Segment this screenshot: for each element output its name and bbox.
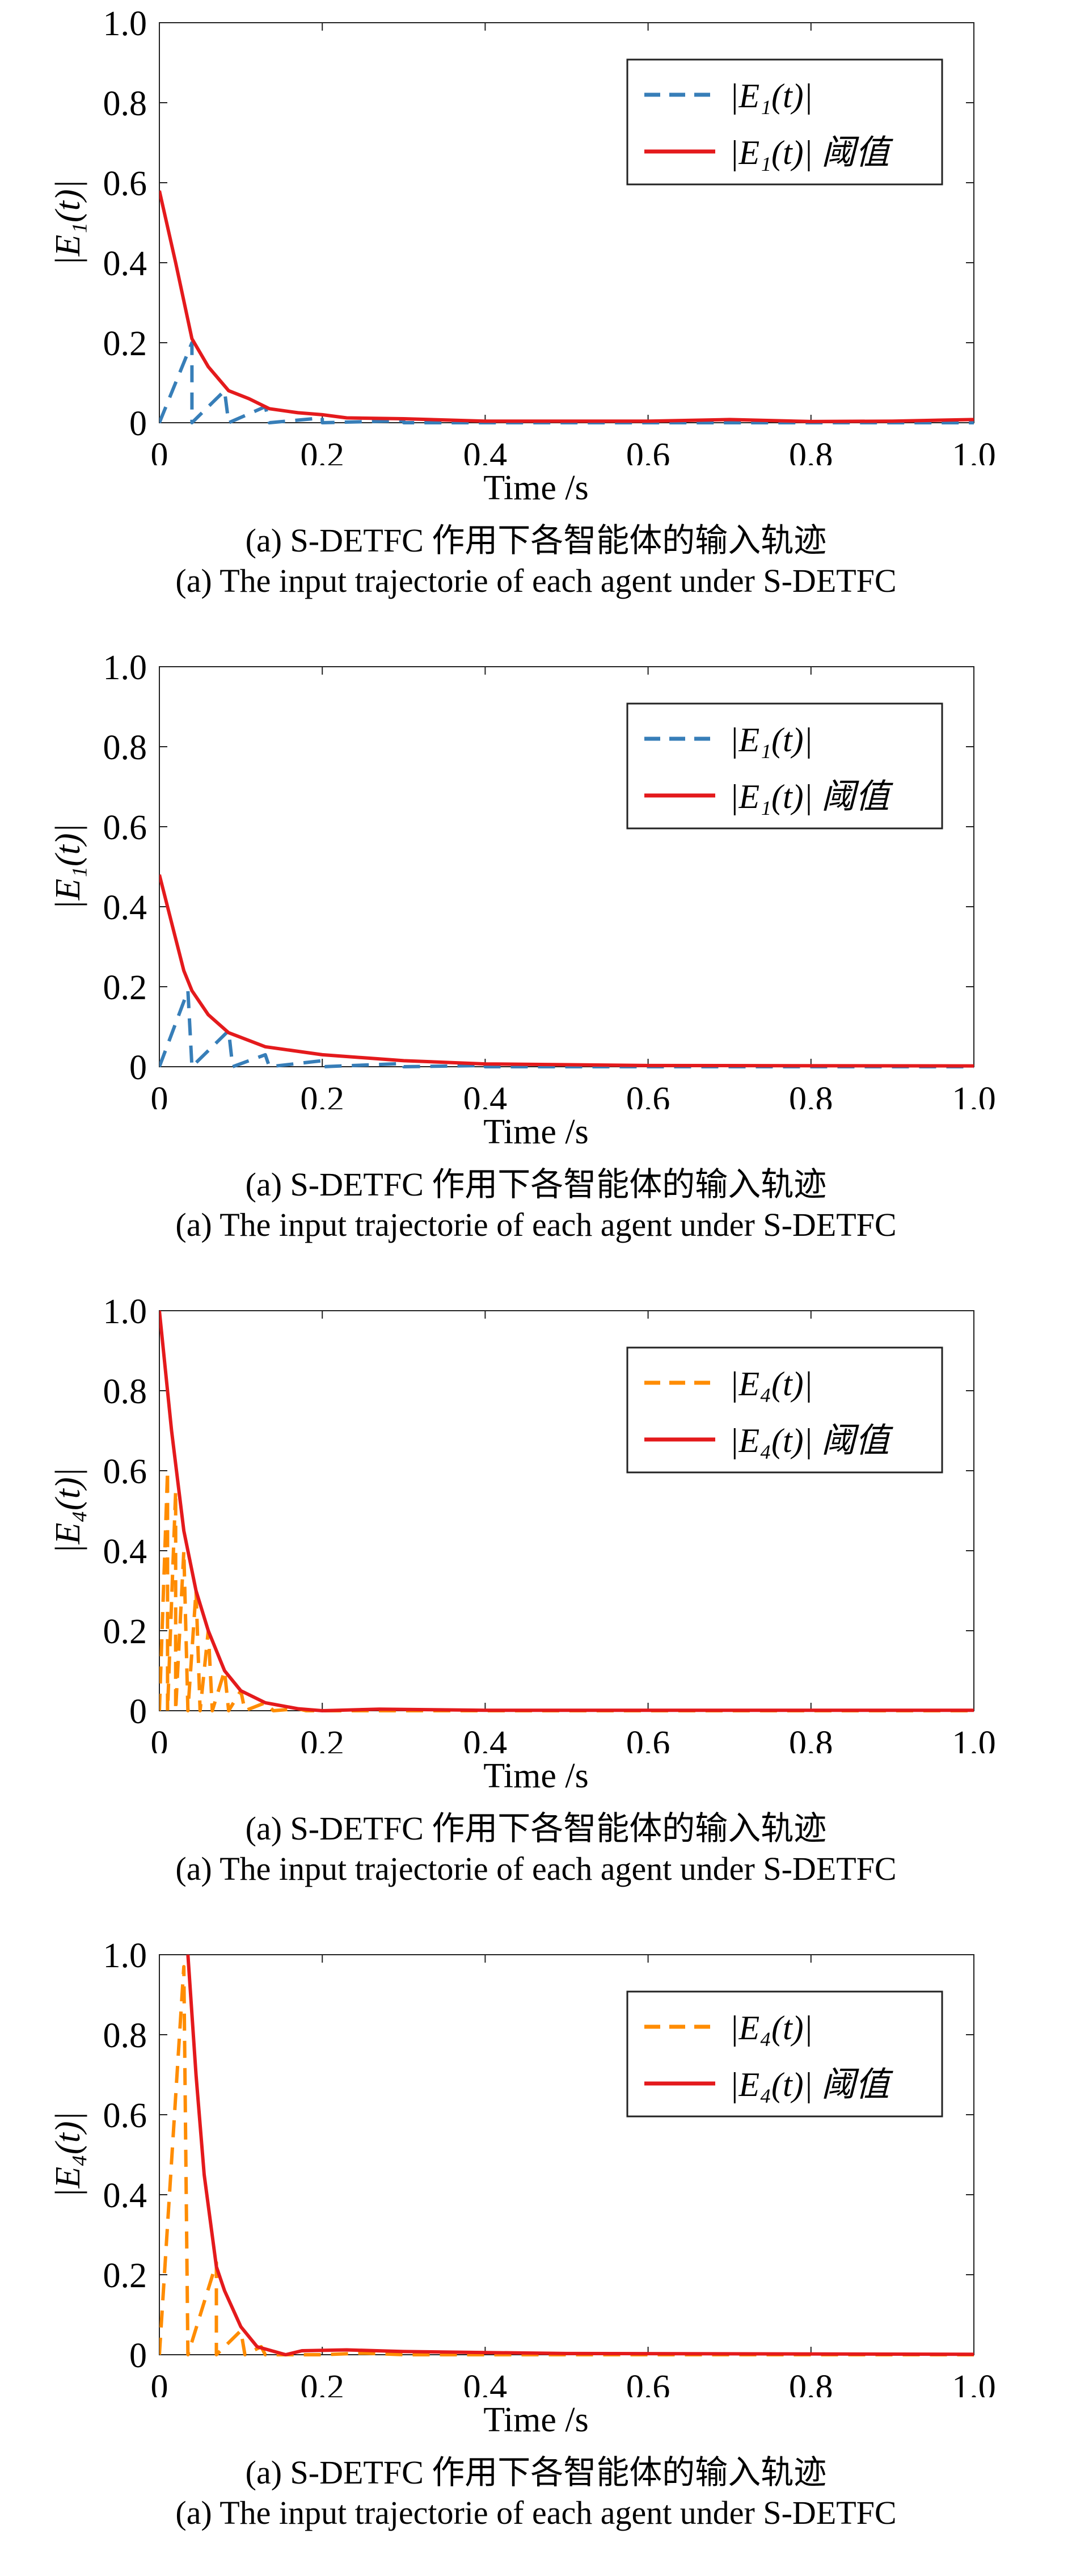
x-axis-label: Time /s (483, 1113, 589, 1151)
y-tick-label: 0 (129, 2337, 147, 2375)
caption-en: (a) The input trajectorie of each agent … (175, 562, 897, 599)
chart-svg: 0 0.2 0.4 0.6 0.8 1.000.20.40.60.81.0|E₁(t)||… (49, 649, 996, 1109)
legend-label: |E₁(t)| 阈值 (729, 778, 893, 815)
error-series-line (159, 1469, 974, 1712)
legend-label: |E₄(t)| 阈值 (729, 2066, 893, 2103)
y-tick-label: 1.0 (103, 1937, 147, 1975)
threshold-series-line (186, 1954, 974, 2356)
chart-svg: 0 0.2 0.4 0.6 0.8 1.000.20.40.60.81.0|E₄(t)||… (49, 1293, 996, 1753)
chart-panel-3: 0 0.2 0.4 0.6 0.8 1.0 0 0.2 0.4 0.6 0.8 1.0 |E₄(t)| |… (0, 1288, 1072, 1932)
y-tick-label: 1.0 (103, 1293, 147, 1331)
legend-label: |E₁(t)| 阈值 (729, 134, 893, 171)
chart-panel-1: 0 0.2 0.4 0.6 0.8 1.0 0 0.2 0.4 0.6 0.8 1.0 |E₁(t)| |… (0, 0, 1072, 644)
chart-panel-2: 0 0.2 0.4 0.6 0.8 1.0 0 0.2 0.4 0.6 0.8 1.0 |E₁(t)| |… (0, 644, 1072, 1288)
x-tick-label: 0.6 (626, 436, 670, 465)
y-axis-label: |E₄(t)| (49, 1467, 87, 1554)
y-tick-label: 0.6 (103, 165, 147, 203)
y-tick-label: 0.8 (103, 85, 147, 123)
legend: |E₁(t)| |E₁(t)| 阈值 (626, 58, 943, 186)
x-tick-label: 1.0 (952, 436, 996, 465)
x-tick-label: 0.6 (626, 2368, 670, 2397)
chart-panel-4: 0 0.2 0.4 0.6 0.8 1.0 0 0.2 0.4 0.6 0.8 1.0 |E₄(t)| |… (0, 1932, 1072, 2576)
legend: |E₁(t)| |E₁(t)| 阈值 (626, 702, 943, 830)
x-tick-label: 0.6 (626, 1080, 670, 1109)
x-tick-label: 0.8 (789, 1080, 833, 1109)
error-series-line (159, 989, 974, 1068)
x-tick-label: 0.6 (626, 1724, 670, 1753)
x-tick-label: 0.8 (789, 1724, 833, 1753)
error-series-line (159, 341, 974, 424)
y-tick-label: 0.4 (103, 889, 147, 927)
y-axis-label: |E₁(t)| (49, 823, 87, 910)
caption-cn: (a) S-DETFC 作用下各智能体的输入轨迹 (245, 522, 827, 559)
caption-en: (a) The input trajectorie of each agent … (175, 2494, 897, 2531)
y-tick-label: 0.2 (103, 969, 147, 1007)
y-tick-label: 0.4 (103, 245, 147, 283)
legend-label: |E₁(t)| (729, 721, 813, 759)
legend: |E₄(t)| |E₄(t)| 阈值 (626, 1990, 943, 2118)
x-tick-label: 0.2 (300, 436, 344, 465)
y-tick-label: 0.8 (103, 1373, 147, 1411)
y-tick-label: 0 (129, 1049, 147, 1087)
x-tick-label: 0.4 (463, 2368, 508, 2397)
y-tick-label: 0 (129, 405, 147, 443)
y-tick-label: 0.6 (103, 809, 147, 847)
legend-box (626, 1990, 943, 2118)
x-tick-label: 0.4 (463, 436, 508, 465)
caption-cn: (a) S-DETFC 作用下各智能体的输入轨迹 (245, 2454, 827, 2491)
legend-box (626, 702, 943, 830)
legend-label: |E₄(t)| (729, 2009, 813, 2047)
y-axis-label: |E₄(t)| (49, 2111, 87, 2198)
chart-svg: 0 0.2 0.4 0.6 0.8 1.000.20.40.60.81.0|E₄(t)||… (49, 1937, 996, 2397)
x-tick-label: 1.0 (952, 1724, 996, 1753)
threshold-series-line (159, 874, 974, 1068)
caption-cn: (a) S-DETFC 作用下各智能体的输入轨迹 (245, 1166, 827, 1203)
y-tick-label: 0.8 (103, 729, 147, 767)
x-tick-label: 0.8 (789, 436, 833, 465)
x-tick-label: 0.2 (300, 2368, 344, 2397)
x-tick-label: 0.4 (463, 1724, 508, 1753)
x-tick-label: 0 (151, 436, 168, 465)
y-tick-label: 0.8 (103, 2017, 147, 2055)
x-tick-label: 1.0 (952, 1080, 996, 1109)
x-tick-label: 0.2 (300, 1724, 344, 1753)
x-tick-label: 0.2 (300, 1080, 344, 1109)
y-tick-label: 1.0 (103, 649, 147, 687)
y-tick-label: 0.6 (103, 1453, 147, 1491)
x-axis-label: Time /s (483, 469, 589, 507)
x-tick-label: 0.8 (789, 2368, 833, 2397)
chart-svg: 0 0.2 0.4 0.6 0.8 1.000.20.40.60.81.0|E₁(t)||… (49, 5, 996, 465)
x-axis-label: Time /s (483, 2401, 589, 2439)
legend-box (626, 1346, 943, 1474)
caption-cn: (a) S-DETFC 作用下各智能体的输入轨迹 (245, 1810, 827, 1847)
y-tick-label: 1.0 (103, 5, 147, 43)
x-tick-label: 1.0 (952, 2368, 996, 2397)
caption-en: (a) The input trajectorie of each agent … (175, 1850, 897, 1887)
threshold-series-line (159, 1310, 974, 1712)
y-tick-label: 0.4 (103, 1533, 147, 1571)
threshold-series-line (159, 190, 974, 423)
y-axis-label: |E₁(t)| (49, 179, 87, 266)
y-tick-label: 0.4 (103, 2177, 147, 2215)
y-tick-label: 0 (129, 1693, 147, 1731)
caption-en: (a) The input trajectorie of each agent … (175, 1206, 897, 1243)
y-tick-label: 0.2 (103, 325, 147, 363)
legend: |E₄(t)| |E₄(t)| 阈值 (626, 1346, 943, 1474)
x-tick-label: 0 (151, 1724, 168, 1753)
x-tick-label: 0 (151, 2368, 168, 2397)
y-tick-label: 0.2 (103, 2257, 147, 2295)
y-tick-label: 0.6 (103, 2097, 147, 2135)
legend-label: |E₄(t)| (729, 1365, 813, 1403)
x-axis-label: Time /s (483, 1757, 589, 1795)
legend-box (626, 58, 943, 186)
legend-label: |E₄(t)| 阈值 (729, 1422, 893, 1459)
x-tick-label: 0 (151, 1080, 168, 1109)
y-tick-label: 0.2 (103, 1613, 147, 1651)
error-series-line (159, 1965, 974, 2356)
legend-label: |E₁(t)| (729, 77, 813, 115)
x-tick-label: 0.4 (463, 1080, 508, 1109)
